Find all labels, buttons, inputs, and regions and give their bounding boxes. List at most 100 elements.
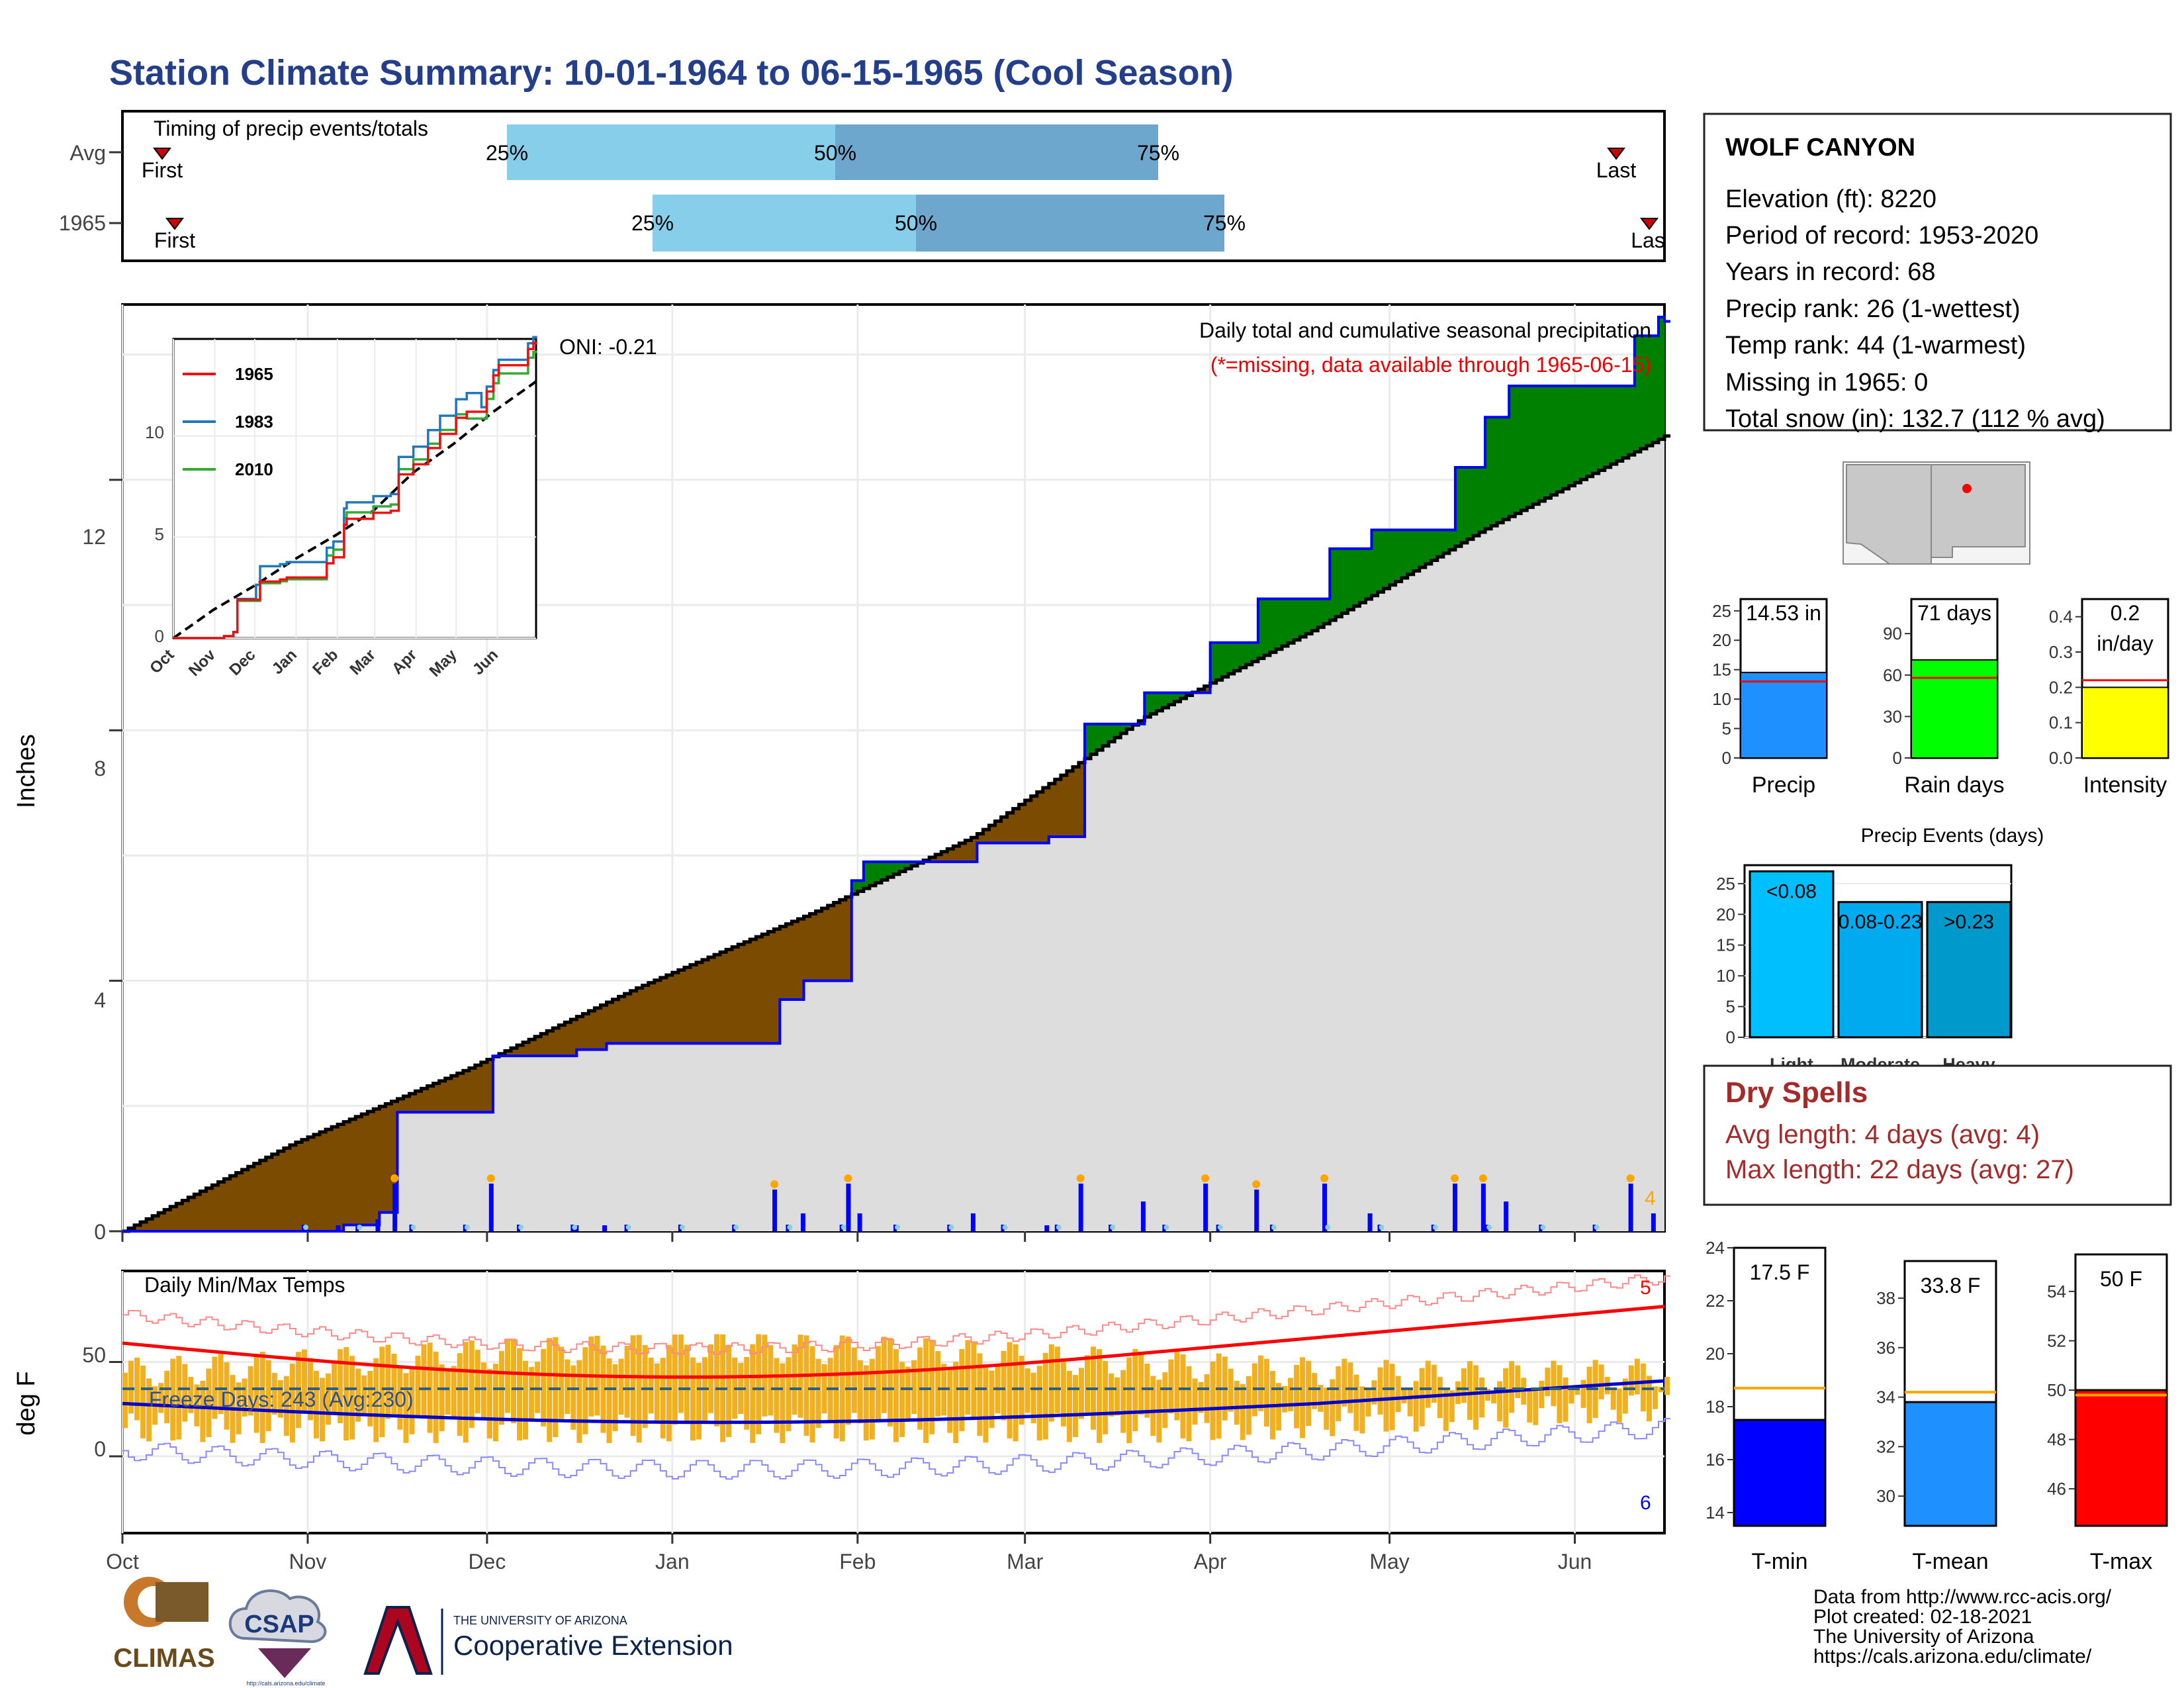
temp-range-bar: [911, 1360, 917, 1415]
mini-value-bar: [1740, 671, 1827, 759]
temp-range-bar: [1192, 1378, 1198, 1425]
temp-range-bar: [1383, 1360, 1389, 1432]
trace-marker: [1056, 1225, 1062, 1230]
avg-last-label: Last: [1596, 158, 1637, 182]
temp-range-bar: [1174, 1351, 1180, 1421]
temp-range-bar: [1186, 1366, 1192, 1442]
temp-range-bar: [851, 1347, 857, 1413]
tbar-tick-label: 22: [1706, 1291, 1725, 1311]
station-line-2: Period of record: 1953-2020: [1725, 222, 2038, 250]
temp-range-bar: [1263, 1358, 1269, 1427]
temp-range-bar: [618, 1358, 624, 1415]
month-label: Nov: [289, 1550, 327, 1573]
tbar-value-text: 50 F: [2100, 1267, 2142, 1291]
climas-logo: CLIMAS: [113, 1577, 215, 1673]
temp-range-bar: [176, 1356, 182, 1440]
daily-precip-bar: [772, 1190, 778, 1231]
tbar-tick-label: 14: [1706, 1503, 1725, 1523]
temp-range-bar: [756, 1334, 762, 1434]
temp-range-bar: [1120, 1370, 1126, 1433]
mini-tick-label: 0.3: [2049, 642, 2073, 662]
dry-spells: Dry Spells Avg length: 4 days (avg: 4) M…: [1703, 1064, 2172, 1206]
temp-range-bar: [857, 1360, 863, 1424]
temp-range-bar: [1216, 1353, 1222, 1439]
temp-range-bar: [248, 1366, 253, 1416]
tbar-value: [1903, 1401, 1997, 1527]
1965-first-marker: [165, 218, 184, 230]
month-label: Jun: [1558, 1550, 1592, 1573]
temp-range-bar: [1491, 1390, 1497, 1404]
temp-range-bar: [140, 1365, 146, 1438]
temp-range-bar: [1288, 1378, 1294, 1411]
precip-panel: Inches 0 4 8 12 ONI: -0.21 Daily total a…: [13, 303, 1671, 1244]
temp-range-bar: [242, 1378, 248, 1417]
temp-range-bar: [660, 1358, 666, 1438]
summary-bar-precip: 0 5 10 15 20 25 14.53 in Precip: [1712, 598, 1828, 798]
tbar-label: T-mean: [1912, 1549, 1988, 1574]
trace-marker: [625, 1225, 631, 1230]
footer: CLIMAS CSAP http://cals.arizona.edu/clim…: [113, 1577, 2112, 1687]
daily-precip-bar: [1078, 1184, 1083, 1231]
temp-range-bar: [1072, 1375, 1078, 1437]
temp-range-bar: [457, 1353, 463, 1436]
temp-range-bar: [1557, 1365, 1563, 1423]
trace-marker: [679, 1225, 685, 1230]
temp-range-bar: [451, 1366, 457, 1418]
temperature-summary-bars: 14 16 18 20 22 24 17.5 F T-min 30 32 34 36 38 33.8 F T…: [1706, 1238, 2168, 1574]
temp-range-bar: [379, 1346, 385, 1438]
mini-tick-label: 10: [1712, 689, 1731, 709]
normal-area: [122, 436, 1664, 1231]
temp-range-bar: [1545, 1368, 1551, 1397]
trace-marker: [1217, 1225, 1223, 1230]
temp-range-bar: [708, 1344, 714, 1413]
temp-range-bar: [1503, 1368, 1509, 1428]
temp-range-bar: [1622, 1378, 1628, 1414]
events-bar-range: 0.08-0.23: [1839, 912, 1923, 933]
extreme-precip-marker: [1201, 1174, 1210, 1182]
ua-logo: THE UNIVERSITY OF ARIZONA Cooperative Ex…: [363, 1606, 733, 1675]
temp-range-bar: [1634, 1358, 1640, 1395]
daily-precip-bar: [800, 1213, 805, 1231]
temp-range-bar: [1078, 1368, 1084, 1419]
daily-precip-bar: [392, 1184, 398, 1231]
temp-range-bar: [803, 1335, 809, 1436]
temp-range-bar: [367, 1370, 373, 1427]
daily-precip-bar: [1651, 1213, 1656, 1231]
temp-range-bar: [343, 1347, 349, 1441]
temp-range-bar: [504, 1340, 510, 1413]
temp-range-bar: [480, 1362, 486, 1421]
daily-precip-bar: [1254, 1190, 1259, 1231]
temp-range-bar: [1437, 1377, 1443, 1419]
trace-marker: [1271, 1225, 1277, 1230]
month-label: Oct: [106, 1550, 139, 1573]
temp-range-bar: [1300, 1357, 1306, 1438]
month-label: Mar: [1007, 1550, 1043, 1573]
temp-range-bar: [1060, 1358, 1066, 1427]
trace-marker: [895, 1225, 900, 1230]
temp-range-bar: [1371, 1380, 1377, 1405]
station-line-4: Precip rank: 26 (1-wettest): [1725, 295, 2021, 323]
inset-frame: [172, 338, 537, 639]
precip-ylabel: Inches: [13, 734, 40, 808]
mini-label: Rain days: [1904, 773, 2004, 798]
trace-marker: [1379, 1225, 1385, 1230]
temp-range-bar: [1479, 1378, 1485, 1418]
extreme-precip-marker: [844, 1174, 852, 1182]
temp-range-bar: [1413, 1381, 1419, 1432]
temp-range-bar: [1294, 1364, 1300, 1429]
precip-ytick-12: 12: [82, 525, 106, 549]
temp-range-bar: [1198, 1382, 1204, 1413]
temp-range-bar: [553, 1336, 559, 1438]
temp-range-bar: [570, 1365, 576, 1430]
temp-range-bar: [1312, 1373, 1318, 1409]
station-info: WOLF CANYON Elevation (ft): 8220 Period …: [1703, 113, 2172, 433]
temp-range-bar: [690, 1357, 696, 1441]
events-tick-label: 5: [1726, 997, 1735, 1017]
timing-avg-p75: 75%: [1137, 141, 1179, 165]
tbar-tick-label: 18: [1706, 1397, 1725, 1417]
temp-range-bar: [517, 1348, 523, 1441]
precip-ytick-0: 0: [94, 1220, 106, 1244]
temp-range-bar: [283, 1376, 289, 1436]
daily-precip-bar: [1480, 1184, 1486, 1231]
